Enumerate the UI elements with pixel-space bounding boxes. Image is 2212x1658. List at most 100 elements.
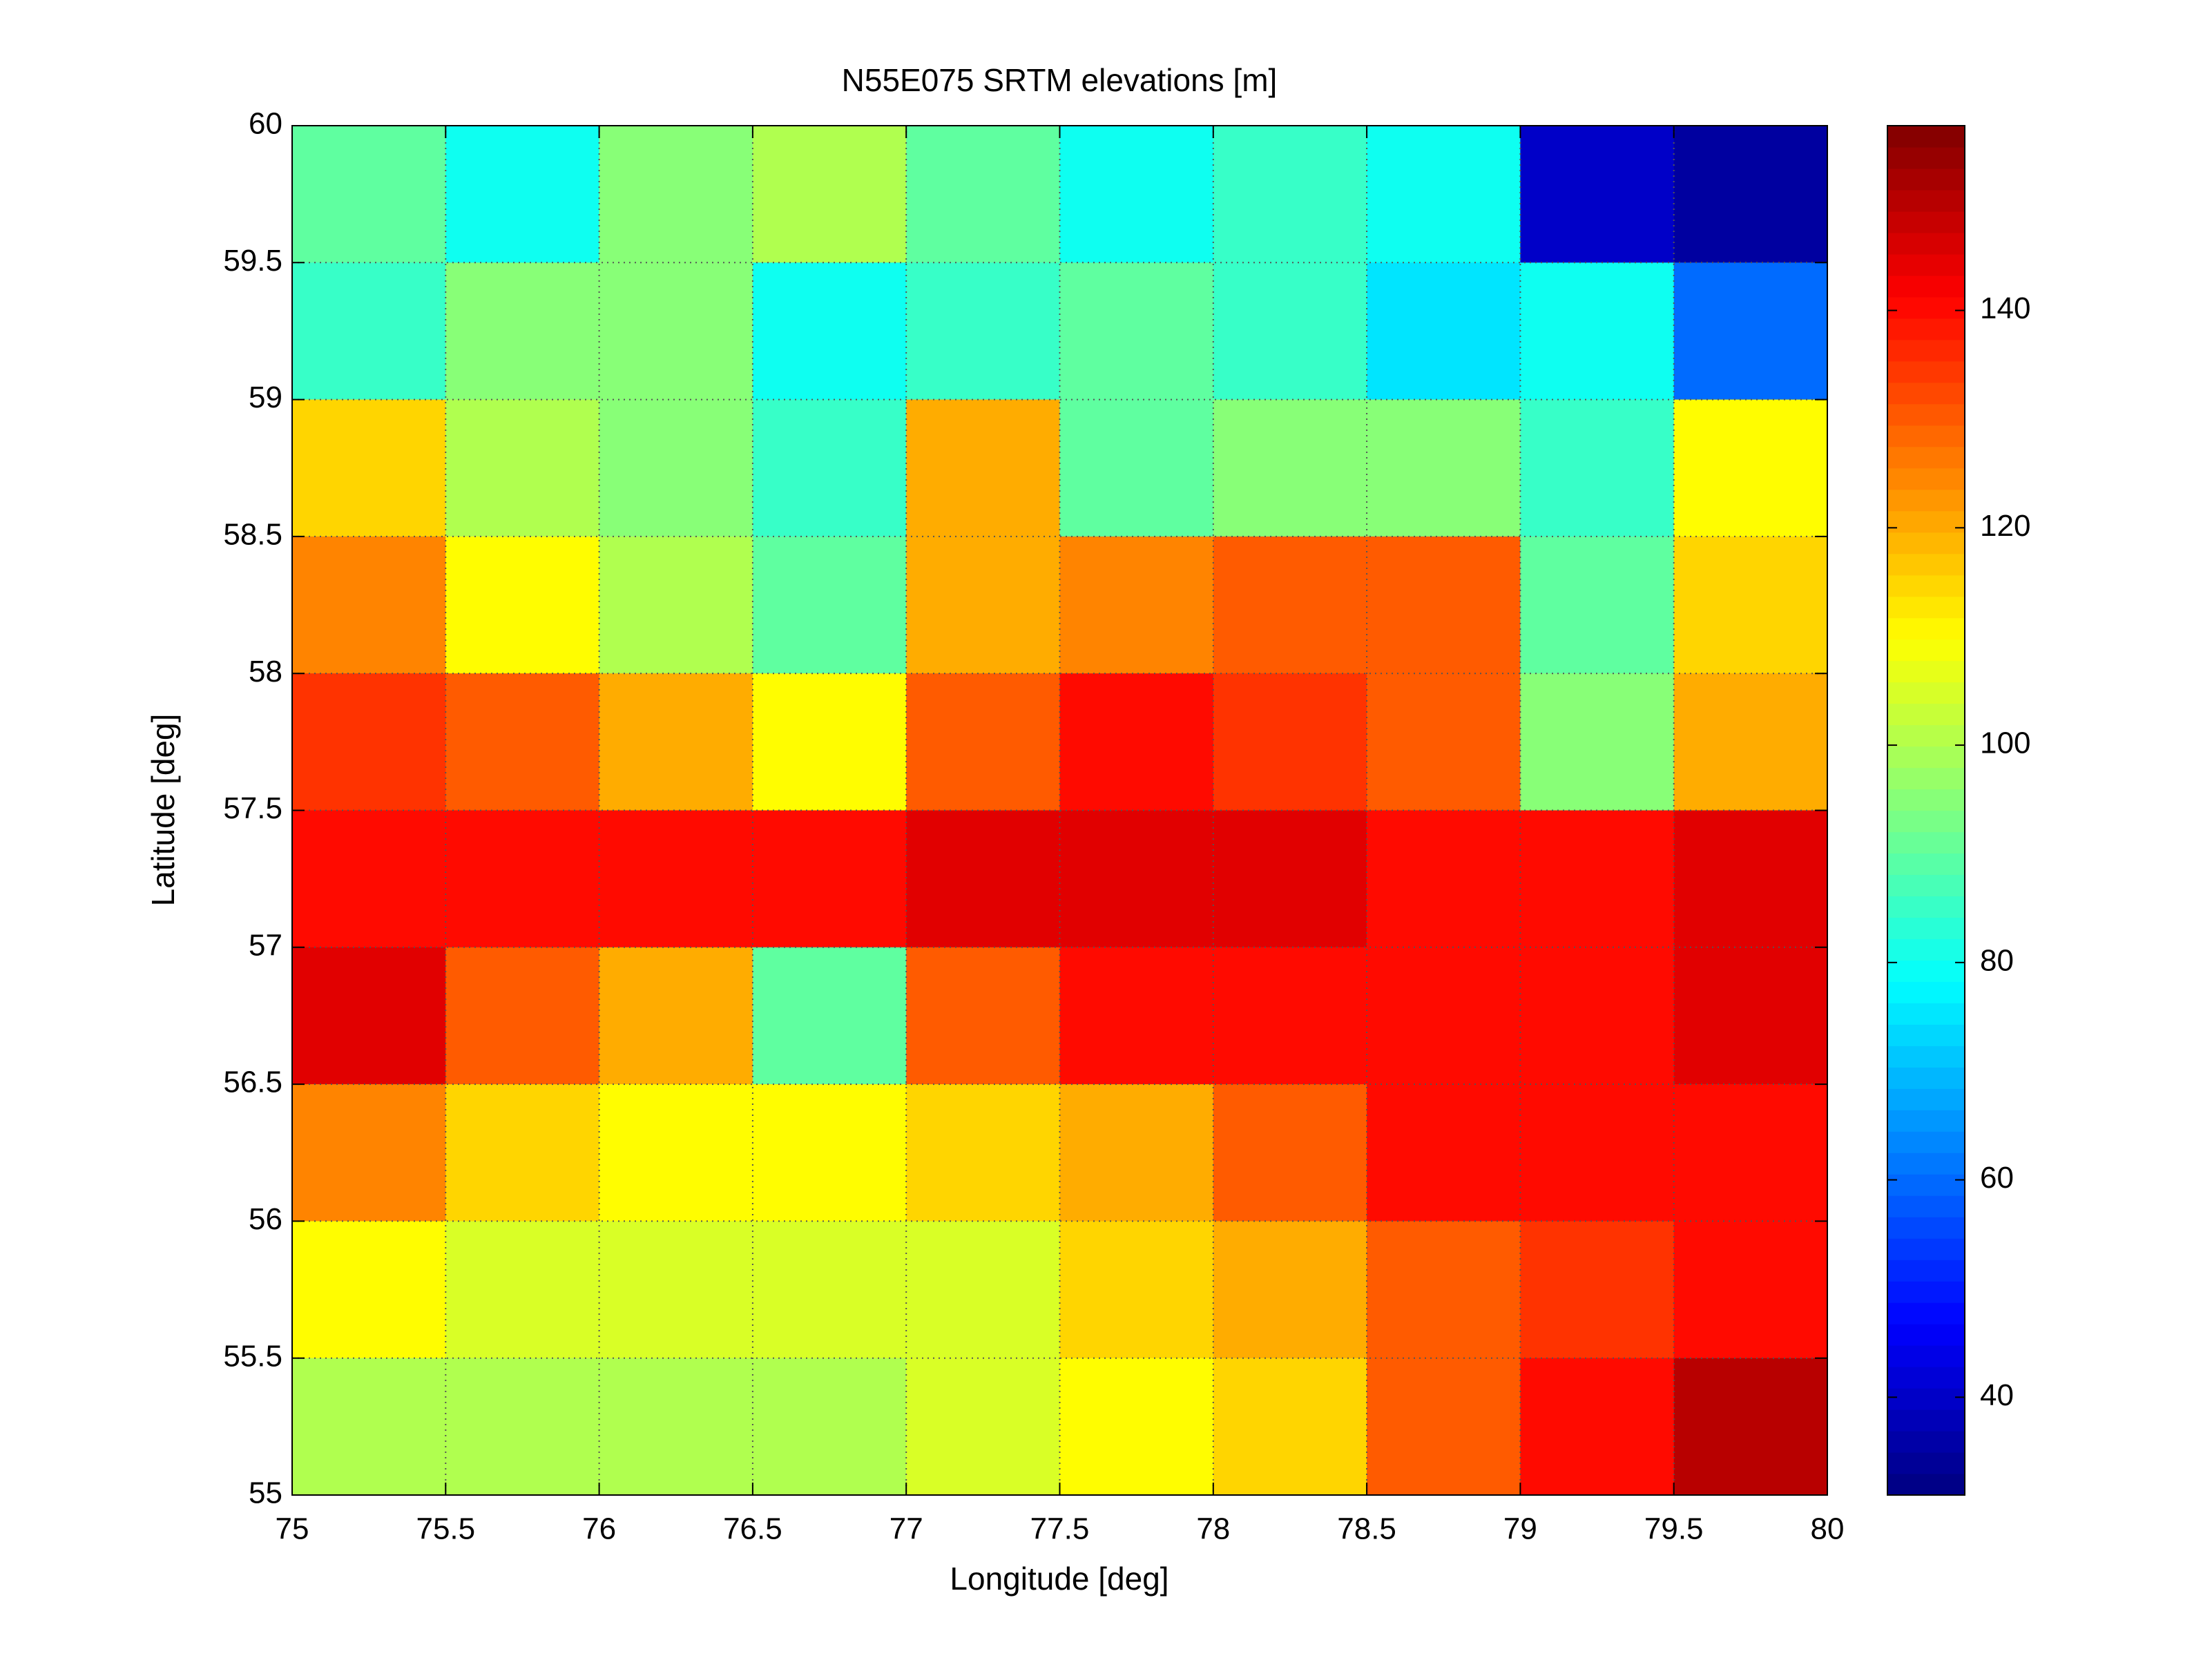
heatmap-cell xyxy=(599,947,753,1085)
colorbar-segment xyxy=(1887,896,1965,918)
colorbar-segment xyxy=(1887,339,1965,362)
heatmap-cell xyxy=(752,1221,907,1359)
colorbar-segment xyxy=(1887,382,1965,405)
x-tick-label: 79.5 xyxy=(1644,1512,1704,1546)
heatmap-cell xyxy=(1213,262,1367,401)
colorbar-segment xyxy=(1887,724,1965,747)
heatmap-cell xyxy=(599,126,753,263)
heatmap-cell xyxy=(599,1084,753,1222)
y-tick-label: 59 xyxy=(249,380,282,414)
heatmap-cell xyxy=(599,536,753,674)
heatmap-cell xyxy=(445,810,600,948)
colorbar-segment xyxy=(1887,553,1965,576)
heatmap-cell xyxy=(752,1358,907,1496)
heatmap-cell xyxy=(1520,810,1675,948)
heatmap-cell xyxy=(1059,1358,1214,1496)
colorbar-segment xyxy=(1887,639,1965,662)
heatmap-cell xyxy=(752,399,907,537)
colorbar-segment xyxy=(1887,296,1965,319)
colorbar-segment xyxy=(1887,1238,1965,1260)
heatmap-cell xyxy=(1059,947,1214,1085)
heatmap-cell xyxy=(292,536,446,674)
heatmap-cell xyxy=(1520,947,1675,1085)
heatmap-cell xyxy=(1059,1221,1214,1359)
y-tick-label: 60 xyxy=(249,107,282,141)
heatmap-cell xyxy=(1367,536,1521,674)
heatmap-cell xyxy=(445,399,600,537)
colorbar-segment xyxy=(1887,853,1965,876)
heatmap-cell xyxy=(752,536,907,674)
heatmap-cell xyxy=(752,947,907,1085)
y-tick-label: 56 xyxy=(249,1202,282,1236)
heatmap-cell xyxy=(906,947,1060,1085)
y-tick-label: 57.5 xyxy=(223,791,282,825)
colorbar-segment xyxy=(1887,746,1965,769)
heatmap-cell xyxy=(1367,262,1521,401)
colorbar-segment xyxy=(1887,617,1965,640)
heatmap-cell xyxy=(292,810,446,948)
heatmap-cell xyxy=(1520,262,1675,401)
heatmap-cell xyxy=(906,126,1060,263)
heatmap-cell xyxy=(445,947,600,1085)
heatmap-cell xyxy=(1520,126,1675,263)
heatmap-cell xyxy=(1673,262,1828,401)
colorbar-segment xyxy=(1887,575,1965,597)
heatmap-cell xyxy=(1213,1084,1367,1222)
colorbar-segment xyxy=(1887,682,1965,704)
colorbar-segment xyxy=(1887,318,1965,340)
colorbar-segment xyxy=(1887,126,1965,148)
heatmap-cell xyxy=(599,399,753,537)
y-tick-label: 57 xyxy=(249,928,282,962)
colorbar-segment xyxy=(1887,1431,1965,1453)
colorbar-segment xyxy=(1887,767,1965,790)
heatmap-cell xyxy=(292,947,446,1085)
colorbar-segment xyxy=(1887,1324,1965,1346)
heatmap-cell xyxy=(1367,126,1521,263)
heatmap-cell xyxy=(906,536,1060,674)
colorbar-segment xyxy=(1887,168,1965,191)
colorbar-segment xyxy=(1887,446,1965,469)
heatmap-cell xyxy=(599,1358,753,1496)
colorbar-segment xyxy=(1887,981,1965,1003)
heatmap-cell xyxy=(1673,947,1828,1085)
heatmap-cell xyxy=(1673,399,1828,537)
colorbar-segment xyxy=(1887,1281,1965,1303)
heatmap-cell xyxy=(1213,810,1367,948)
heatmap-cell xyxy=(1673,1084,1828,1222)
colorbar-tick-label: 140 xyxy=(1980,291,2030,325)
heatmap-cell xyxy=(1520,536,1675,674)
x-tick-label: 77.5 xyxy=(1030,1512,1090,1546)
colorbar-segment xyxy=(1887,532,1965,555)
x-tick-label: 76.5 xyxy=(723,1512,782,1546)
colorbar-segment xyxy=(1887,660,1965,683)
colorbar-tick-label: 100 xyxy=(1980,726,2030,760)
colorbar-segment xyxy=(1887,510,1965,533)
colorbar-segment xyxy=(1887,1045,1965,1068)
heatmap-cell xyxy=(1059,399,1214,537)
heatmap-cell xyxy=(752,262,907,401)
colorbar-tick-label: 40 xyxy=(1980,1378,2014,1412)
colorbar-segment xyxy=(1887,189,1965,212)
heatmap-cell xyxy=(906,399,1060,537)
heatmap-cell xyxy=(445,536,600,674)
heatmap-cell xyxy=(906,673,1060,811)
heatmap-cell xyxy=(599,673,753,811)
colorbar-segment xyxy=(1887,1302,1965,1324)
plot-frame xyxy=(291,125,1828,1496)
heatmap-cell xyxy=(1673,536,1828,674)
chart-title: N55E075 SRTM elevations [m] xyxy=(842,62,1278,98)
heatmap-cell xyxy=(292,262,446,401)
colorbar-segment xyxy=(1887,403,1965,426)
heatmap-cell xyxy=(292,673,446,811)
heatmap-cell xyxy=(599,1221,753,1359)
colorbar-segment xyxy=(1887,489,1965,512)
heatmap-cell xyxy=(1213,1358,1367,1496)
colorbar-segment xyxy=(1887,232,1965,255)
colorbar-segment xyxy=(1887,1217,1965,1239)
colorbar-tick-label: 60 xyxy=(1980,1161,2014,1195)
x-tick-label: 77 xyxy=(889,1512,923,1546)
y-tick-label: 55 xyxy=(249,1476,282,1510)
heatmap-cell xyxy=(906,810,1060,948)
heatmap-cell xyxy=(906,1358,1060,1496)
colorbar-frame xyxy=(1887,125,1965,1496)
